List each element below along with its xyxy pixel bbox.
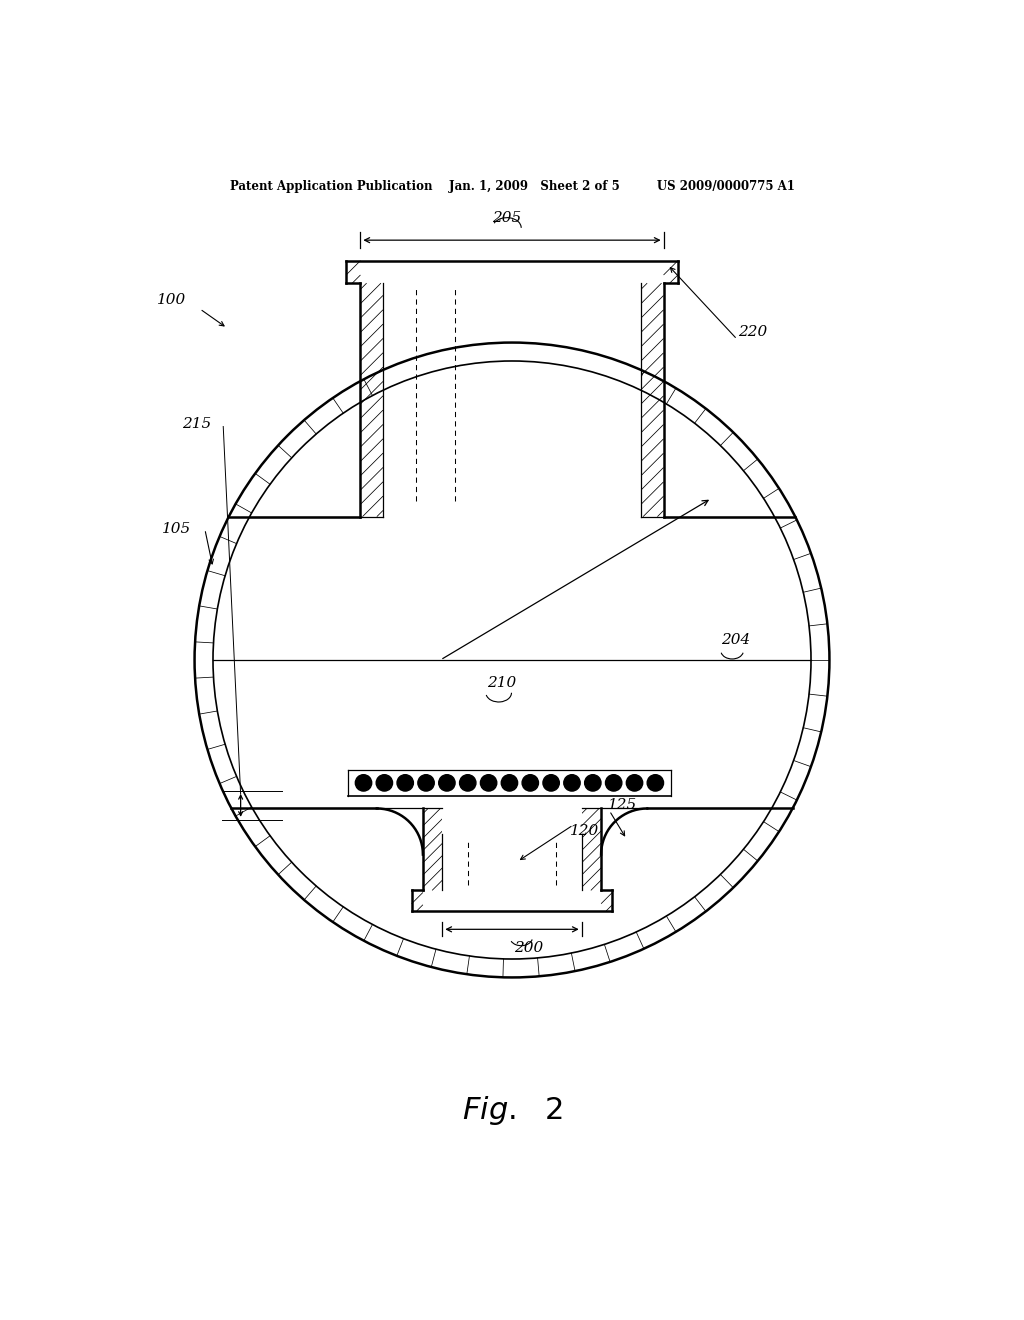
Circle shape <box>543 775 559 791</box>
Bar <box>442 808 582 891</box>
Circle shape <box>585 775 601 791</box>
Text: 100: 100 <box>158 293 186 306</box>
Circle shape <box>564 775 581 791</box>
Circle shape <box>647 775 664 791</box>
Text: 105: 105 <box>162 521 190 536</box>
Text: 200: 200 <box>514 941 543 954</box>
Circle shape <box>397 775 414 791</box>
Circle shape <box>418 775 434 791</box>
Text: Patent Application Publication    Jan. 1, 2009   Sheet 2 of 5         US 2009/00: Patent Application Publication Jan. 1, 2… <box>229 181 795 194</box>
Circle shape <box>355 775 372 791</box>
Text: 205: 205 <box>493 211 521 224</box>
Text: 120: 120 <box>570 824 599 838</box>
Text: 125: 125 <box>608 799 637 812</box>
Text: 204: 204 <box>721 632 750 647</box>
Text: 210: 210 <box>487 676 516 689</box>
Circle shape <box>502 775 517 791</box>
Circle shape <box>480 775 497 791</box>
Text: 215: 215 <box>182 417 211 432</box>
Circle shape <box>627 775 643 791</box>
Circle shape <box>438 775 455 791</box>
Circle shape <box>522 775 539 791</box>
Text: $\mathit{Fig.}$  $\mathit{2}$: $\mathit{Fig.}$ $\mathit{2}$ <box>462 1094 562 1127</box>
Bar <box>383 284 641 516</box>
Circle shape <box>376 775 392 791</box>
Text: 220: 220 <box>738 325 767 339</box>
Circle shape <box>605 775 622 791</box>
Circle shape <box>460 775 476 791</box>
